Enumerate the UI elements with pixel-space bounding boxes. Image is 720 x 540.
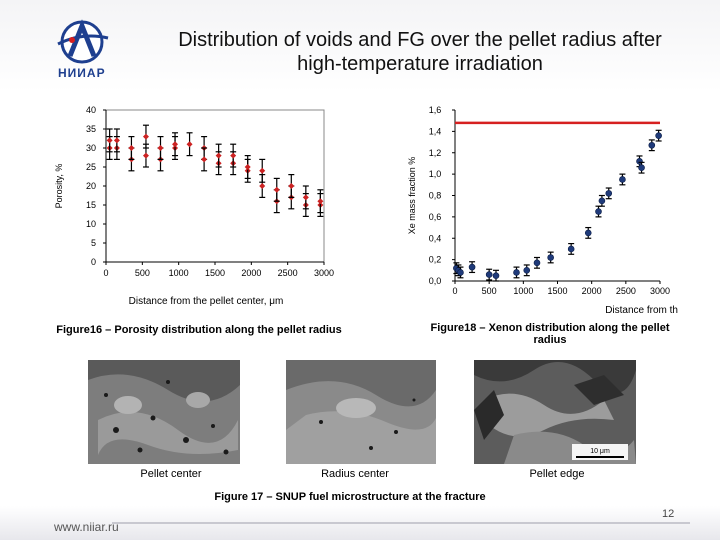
chart0-data-point	[273, 186, 280, 193]
chart0-y-tick-label: 35	[86, 124, 96, 134]
chart0-data-point	[142, 133, 149, 140]
chart1-data-point	[457, 269, 464, 276]
figure17-caption: Figure 17 – SNUP fuel microstructure at …	[214, 491, 486, 503]
chart0-data-point	[259, 183, 266, 189]
chart0-y-tick-label: 20	[86, 181, 96, 191]
chart1-data-point	[485, 271, 493, 278]
chart0-data-point	[215, 152, 222, 159]
niiar-logo	[57, 19, 109, 64]
chart1-y-tick-label: 0,0	[429, 276, 442, 286]
chart0-data-point	[157, 145, 164, 151]
chart1-y-tick-label: 1,4	[429, 126, 442, 136]
chart1-y-tick-label: 0,8	[429, 191, 442, 201]
chart0-data-point	[244, 164, 251, 170]
chart0-y-tick-label: 5	[91, 238, 96, 248]
chart1-y-tick-label: 0,4	[429, 233, 442, 243]
chart0-data-point	[142, 152, 149, 159]
micrograph-pellet-edge: 10 μm	[474, 360, 636, 464]
chart1-data-point	[523, 267, 531, 274]
chart0-data-point	[128, 145, 135, 151]
chart1-x-tick-label: 500	[482, 286, 497, 296]
chart0-y-axis-title: Porosity, %	[54, 164, 64, 209]
chart1-y-tick-label: 1,0	[429, 169, 442, 179]
chart0-data-point	[317, 198, 324, 205]
chart1-data-point	[513, 269, 520, 276]
chart1-y-axis-title: Xe mass fraction %	[407, 157, 417, 235]
chart1-data-point	[468, 263, 476, 271]
chart1-data-point	[605, 190, 613, 197]
chart1-data-point	[598, 197, 606, 205]
chart0-y-tick-label: 25	[86, 162, 96, 172]
chart0-data-point	[230, 152, 237, 159]
chart0-y-tick-label: 15	[86, 200, 96, 210]
chart1-x-tick-label: 3000	[650, 286, 670, 296]
title-line-1: Distribution of voids and FG over the pe…	[178, 29, 662, 51]
website-url: www.niiar.ru	[54, 520, 119, 534]
chart0-data-point	[106, 137, 113, 144]
chart0-x-axis-title: Distance from the pellet center, μm	[129, 296, 284, 307]
chart0-y-tick-label: 30	[86, 143, 96, 153]
chart1-data-point	[492, 272, 500, 279]
chart1-y-tick-label: 0,2	[429, 255, 442, 265]
chart1-x-tick-label: 1000	[513, 286, 533, 296]
chart1-x-axis-title: Distance from th	[605, 305, 678, 316]
chart0-data-point	[288, 183, 295, 189]
label-pellet-center: Pellet center	[140, 468, 202, 480]
figure18-caption: Figure18 – Xenon distribution along the …	[400, 322, 700, 346]
chart1-x-tick-label: 1500	[547, 286, 567, 296]
slide-header	[0, 0, 720, 92]
logo-emblem-icon	[57, 19, 109, 64]
chart1-data-point	[567, 245, 575, 253]
figure16-caption: Figure16 – Porosity distribution along t…	[56, 324, 342, 336]
slide-title: Distribution of voids and FG over the pe…	[150, 28, 690, 76]
chart0-data-point	[186, 141, 193, 148]
porosity-chart: 0 500 1000 1500 2000 2500 3000 0 5 10 15 20 25 30 35 40…	[54, 105, 334, 307]
chart1-x-tick-label: 2000	[582, 286, 602, 296]
label-pellet-edge: Pellet edge	[529, 468, 585, 480]
chart0-data-point	[302, 194, 309, 201]
page-number: 12	[662, 508, 675, 520]
figure18-caption-line-1: Figure18 – Xenon distribution along the …	[430, 322, 670, 334]
label-radius-center: Radius center	[321, 468, 389, 480]
chart1-y-tick-label: 1,6	[429, 105, 442, 115]
chart1-y-tick-label: 0,6	[429, 212, 442, 222]
chart0-data-point	[113, 137, 120, 144]
chart0-y-tick-label: 40	[86, 105, 96, 115]
chart0-x-tick-label: 1500	[205, 268, 225, 278]
chart0-y-tick-label: 10	[86, 219, 96, 229]
chart1-data-point	[638, 164, 645, 172]
chart0-x-tick-label: 500	[135, 268, 150, 278]
chart1-data-point	[655, 132, 662, 139]
xenon-chart: 0 500 1000 1500 2000 2500 3000 0,0 0,2 0,4 0,6 0,8 1…	[407, 105, 678, 316]
chart1-data-point	[547, 254, 554, 261]
title-line-2: high-temperature irradiation	[297, 53, 543, 75]
chart0-data-point	[201, 156, 208, 163]
micrograph-radius-center	[286, 360, 436, 464]
figure18-caption-line-2: radius	[533, 334, 567, 346]
footer-divider	[112, 522, 690, 524]
chart1-data-point	[619, 176, 626, 183]
chart0-data-point	[259, 167, 266, 174]
chart1-x-tick-label: 2500	[616, 286, 636, 296]
chart1-data-point	[595, 208, 602, 215]
scale-bar-label: 10 μm	[590, 448, 610, 455]
chart0-data-point	[172, 141, 179, 148]
chart1-data-point	[533, 259, 541, 267]
micrograph-pellet-center	[88, 360, 240, 464]
logo-wordmark: НИИАР	[58, 66, 106, 80]
chart0-y-tick-label: 0	[91, 257, 96, 267]
chart0-x-tick-label: 0	[103, 268, 108, 278]
chart1-data-point	[648, 141, 656, 149]
chart1-y-tick-label: 1,2	[429, 148, 442, 158]
chart1-x-tick-label: 0	[452, 286, 457, 296]
chart0-x-tick-label: 1000	[169, 268, 189, 278]
chart1-data-point	[584, 229, 592, 237]
chart0-x-tick-label: 3000	[314, 268, 334, 278]
chart0-x-tick-label: 2500	[278, 268, 298, 278]
chart0-x-tick-label: 2000	[241, 268, 261, 278]
